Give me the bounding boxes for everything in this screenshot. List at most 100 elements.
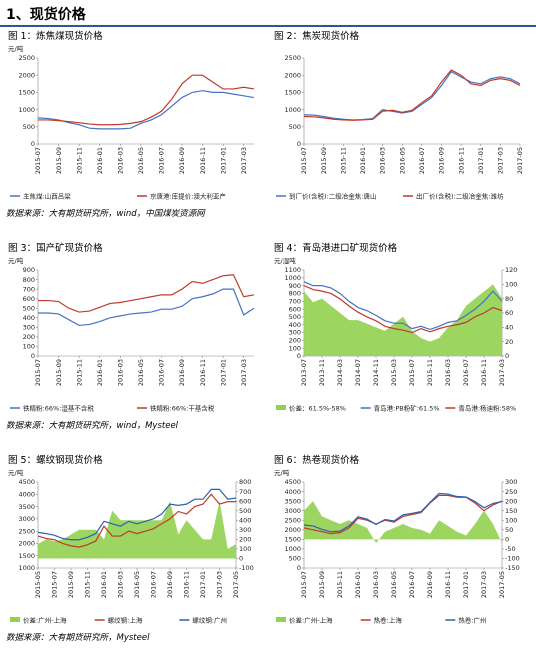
y2-tick-label: 200 xyxy=(505,497,517,505)
y-tick-label: 2500 xyxy=(18,527,35,535)
y2-tick-label: 0 xyxy=(505,536,509,544)
x-tick-label: 2016-11 xyxy=(199,359,207,386)
x-tick-label: 2017-01 xyxy=(219,359,227,386)
x-tick-label: 2015-09 xyxy=(320,147,328,174)
x-tick-label: 2016-07 xyxy=(158,359,166,386)
y-axis-label: 元/吨 xyxy=(8,44,24,53)
y-tick-label: 600 xyxy=(23,295,35,303)
legend-label: 价差:广州-上海 xyxy=(289,615,333,624)
y-tick-label: 800 xyxy=(23,276,35,284)
x-tick-label: 2016-11 xyxy=(183,571,191,598)
chart-panel: 图 4：青岛港进口矿现货价格 元/湿吨 0 100 200 300 400 500 600 700… xyxy=(270,242,532,426)
chart: 元/吨 1000 1500 2000 2500 3000 3500 4000 4500 -1000… xyxy=(8,468,254,624)
y2-tick-label: 250 xyxy=(505,488,517,496)
legend-label: 京唐港:库提价:澳大利亚产 xyxy=(150,191,226,200)
legend-label: 到厂价(含税):二级冶金焦:唐山 xyxy=(289,191,376,200)
x-tick-label: 2015-09 xyxy=(318,571,326,598)
line xyxy=(303,69,521,121)
x-tick-label: 2016-11 xyxy=(480,359,488,386)
y-tick-label: 400 xyxy=(289,321,301,329)
y-axis-label: 元/湿吨 xyxy=(274,256,296,265)
y-tick-label: 2000 xyxy=(18,540,35,548)
figure-caption: 图 3：国产矿现货价格 xyxy=(8,243,103,254)
x-tick-label: 2017-01 xyxy=(219,147,227,174)
x-tick-label: 2016-11 xyxy=(199,147,207,174)
y-tick-label: 2500 xyxy=(284,516,301,524)
x-tick-label: 2016-09 xyxy=(178,147,186,174)
y-tick-label: 0 xyxy=(31,140,35,148)
y-tick-label: 500 xyxy=(23,123,35,131)
figure-caption: 图 4：青岛港进口矿现货价格 xyxy=(274,243,398,254)
x-tick-label: 2016-09 xyxy=(438,147,446,174)
y2-tick-label: 600 xyxy=(239,497,251,505)
line xyxy=(38,288,255,327)
line xyxy=(37,493,236,548)
x-tick-label: 2015-07 xyxy=(300,147,308,174)
y-tick-label: 1500 xyxy=(18,89,35,97)
y2-tick-label: 400 xyxy=(239,516,251,524)
source-note: 数据来源：大有期货研究所，wind，中国煤炭资源网 xyxy=(6,209,205,219)
y-tick-label: 0 xyxy=(297,564,301,572)
x-tick-label: 2017-03 xyxy=(216,571,224,598)
x-tick-label: 2016-01 xyxy=(96,359,104,386)
y-axis-label: 元/吨 xyxy=(8,468,24,477)
x-tick-label: 2015-11 xyxy=(339,147,347,174)
x-tick-label: 2017-03 xyxy=(240,359,248,386)
y-tick-label: 1000 xyxy=(284,545,301,553)
y2-tick-label: 500 xyxy=(239,507,251,515)
y2-tick-label: 0 xyxy=(239,555,243,563)
y-tick-label: 200 xyxy=(23,333,35,341)
line xyxy=(37,488,237,541)
x-tick-label: 2016-03 xyxy=(116,147,124,174)
x-tick-label: 2015-11 xyxy=(426,359,434,386)
y2-tick-label: 100 xyxy=(239,545,251,553)
y-tick-label: 1500 xyxy=(284,536,301,544)
line xyxy=(303,492,503,533)
y-tick-label: 2500 xyxy=(284,54,301,62)
x-tick-label: 2015-07 xyxy=(34,147,42,174)
y-tick-label: 0 xyxy=(297,140,301,148)
legend-label: 铁精粉:66%:干基含税 xyxy=(150,403,215,412)
y-axis-label: 元/吨 xyxy=(8,256,24,265)
x-tick-label: 2016-05 xyxy=(390,571,398,598)
legend-swatch xyxy=(276,617,286,622)
x-tick-label: 2015-07 xyxy=(51,571,59,598)
x-tick-label: 2013-11 xyxy=(318,359,326,386)
x-tick-label: 2017-01 xyxy=(199,571,207,598)
figure-caption: 图 5：螺纹钢现货价格 xyxy=(8,455,103,466)
x-tick-label: 2016-07 xyxy=(158,147,166,174)
y-tick-label: 4000 xyxy=(284,488,301,496)
chart-panel: 图 3：国产矿现货价格 元/吨 0 100 200 300 400 500 600 700 800 9… xyxy=(4,242,266,426)
x-tick-label: 2014-07 xyxy=(354,359,362,386)
x-tick-label: 2017-03 xyxy=(240,147,248,174)
figure-caption: 图 2：焦炭现货价格 xyxy=(274,31,360,42)
x-tick-label: 2015-11 xyxy=(75,359,83,386)
y-tick-label: 300 xyxy=(23,324,35,332)
y-tick-label: 900 xyxy=(23,266,35,274)
line xyxy=(38,274,255,313)
x-tick-label: 2016-07 xyxy=(408,571,416,598)
x-tick-label: 2013-07 xyxy=(300,359,308,386)
x-tick-label: 2015-07 xyxy=(408,359,416,386)
figure-caption: 图 1：炼焦煤现货价格 xyxy=(8,31,103,42)
source-note: 数据来源：大有期货研究所，Mysteel xyxy=(6,633,150,643)
x-tick-label: 2017-03 xyxy=(498,359,506,386)
legend-swatch xyxy=(10,617,20,622)
y-tick-label: 100 xyxy=(289,344,301,352)
y-tick-label: 600 xyxy=(289,305,301,313)
y2-tick-label: -150 xyxy=(505,564,520,572)
y2-tick-label: 40 xyxy=(505,324,513,332)
x-tick-label: 2016-05 xyxy=(133,571,141,598)
y-tick-label: 3000 xyxy=(284,507,301,515)
y-tick-label: 0 xyxy=(31,352,35,360)
x-tick-label: 2016-11 xyxy=(457,147,465,174)
x-tick-label: 2016-05 xyxy=(398,147,406,174)
line xyxy=(37,90,255,130)
x-tick-label: 2016-07 xyxy=(462,359,470,386)
chart-panel: 图 5：螺纹钢现货价格 元/吨 1000 1500 2000 2500 3000 3500 40… xyxy=(4,454,266,638)
line xyxy=(303,281,503,331)
area xyxy=(304,501,502,544)
y-tick-label: 0 xyxy=(297,352,301,360)
legend-label: 出厂价(含税):二级冶金焦:潍坊 xyxy=(416,191,504,200)
